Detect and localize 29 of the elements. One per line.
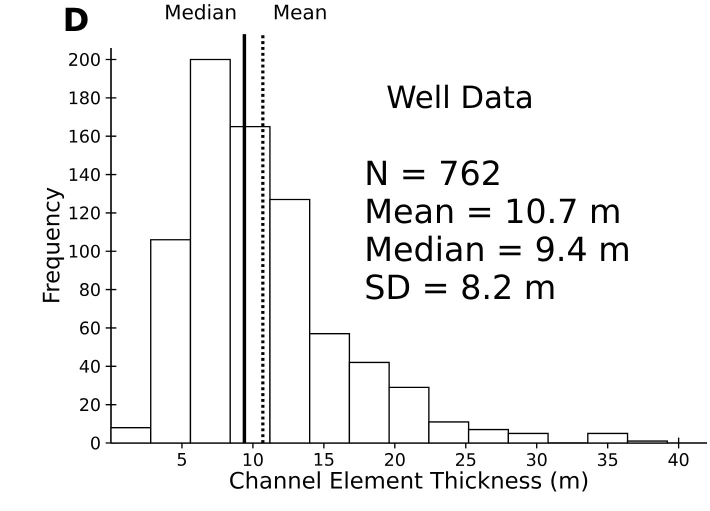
x-tick-label: 20 — [385, 453, 405, 466]
x-tick-label: 35 — [598, 453, 618, 466]
annotation: N = 762 — [368, 160, 499, 186]
annotation: Median = 9.4 m — [368, 236, 628, 262]
x-tick-label: 30 — [527, 453, 547, 466]
x-tick-label: 10 — [244, 453, 263, 466]
annotation: SD = 8.2 m — [366, 274, 554, 300]
x-tick-label: 15 — [314, 453, 334, 466]
y-tick-label: 100 — [70, 244, 100, 258]
x-tick-label: 5 — [178, 453, 186, 466]
chart-title: D — [66, 8, 88, 32]
y-tick-label: 140 — [70, 168, 100, 182]
y-tick-label: 180 — [70, 91, 100, 104]
y-tick-label: 60 — [80, 321, 100, 335]
y-tick-label: 0 — [91, 436, 100, 450]
annotation: Mean = 10.7 m — [368, 198, 619, 224]
y-axis-title: Frequency — [42, 188, 64, 302]
annotation: Well Data — [387, 84, 531, 108]
y-tick-label: 160 — [70, 130, 100, 143]
x-tick-label: 25 — [456, 453, 476, 466]
x-tick-label: 40 — [668, 453, 688, 466]
y-tick-label: 200 — [69, 52, 100, 66]
ref-line-label: Mean — [274, 4, 326, 20]
y-tick-label: 80 — [80, 283, 100, 296]
y-tick-label: 120 — [70, 206, 100, 220]
x-axis-title: Channel Element Thickness (m) — [230, 471, 588, 492]
y-tick-label: 40 — [80, 360, 100, 373]
ref-line-label: Median — [166, 4, 236, 20]
y-tick-label: 20 — [80, 398, 100, 412]
